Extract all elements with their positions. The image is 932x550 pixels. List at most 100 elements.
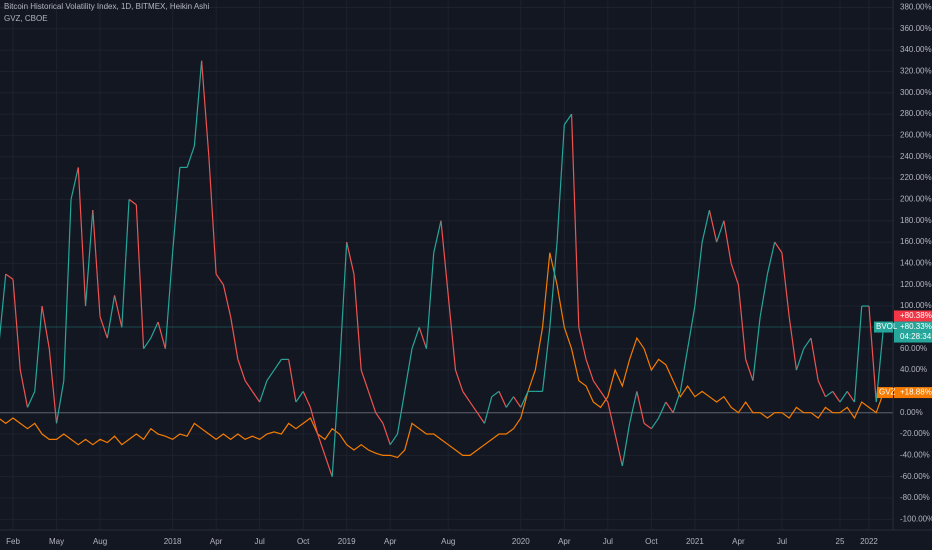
bvol-segment xyxy=(672,391,681,413)
gvz-line xyxy=(0,252,885,459)
bvol-segment xyxy=(788,316,798,371)
bvol-segment xyxy=(730,263,739,285)
y-tick-label: 340.00% xyxy=(900,45,932,54)
bvol-segment xyxy=(353,274,362,371)
x-tick-label: Apr xyxy=(210,537,223,546)
bvol-segment xyxy=(128,198,137,206)
bvol-segment xyxy=(658,401,667,419)
bvol-segment xyxy=(679,348,689,392)
bvol-segment xyxy=(5,273,14,280)
bvol-segment xyxy=(309,407,319,435)
bvol-segment xyxy=(687,305,696,349)
bvol-segment xyxy=(701,209,710,243)
bvol-segment xyxy=(491,390,500,398)
bvol-name: BVOL xyxy=(876,322,898,331)
bvol-segment xyxy=(853,306,863,403)
x-tick-label: 2020 xyxy=(512,537,530,546)
bvol-segment xyxy=(237,359,246,381)
bvol-segment xyxy=(498,391,507,408)
chart-title: Bitcoin Historical Volatility Index, 1D,… xyxy=(4,2,210,11)
bvol-segment xyxy=(346,241,355,275)
y-tick-label: 120.00% xyxy=(900,280,932,289)
bvol-segment xyxy=(201,60,210,157)
bvol-segment xyxy=(113,295,123,328)
bvol-segment xyxy=(375,412,384,424)
bvol-badge xyxy=(894,321,932,343)
bvol-segment xyxy=(382,423,391,445)
gvz-name: GVZ xyxy=(879,388,896,397)
bvol-segment xyxy=(505,396,515,408)
bvol-segment xyxy=(600,391,609,403)
y-tick-label: -100.00% xyxy=(900,514,932,523)
price-badge-label: +80.38% xyxy=(900,311,932,320)
bvol-segment xyxy=(208,156,217,275)
bvol-segment xyxy=(404,348,413,392)
bvol-segment xyxy=(650,417,660,430)
bvol-segment xyxy=(766,241,776,275)
bvol-segment xyxy=(19,369,29,408)
bvol-segment xyxy=(694,242,703,307)
bvol-segment xyxy=(774,241,783,254)
bvol-segment xyxy=(324,455,333,477)
bvol-segment xyxy=(469,401,478,414)
bvol-segment xyxy=(317,433,326,456)
bvol-segment xyxy=(607,401,616,435)
price-badge xyxy=(894,310,932,322)
y-tick-label: 140.00% xyxy=(900,259,932,268)
x-tick-label: 25 xyxy=(836,537,845,546)
bvol-segment xyxy=(556,124,565,243)
bvol-segment xyxy=(389,433,398,446)
bvol-segment xyxy=(48,348,58,424)
y-tick-label: 380.00% xyxy=(900,3,932,12)
bvol-segment xyxy=(737,284,747,360)
chart-subtitle: GVZ, CBOE xyxy=(4,14,48,23)
y-tick-label: 280.00% xyxy=(900,109,932,118)
bvol-segment xyxy=(825,390,834,398)
bvol-segment xyxy=(585,359,594,381)
bvol-segment xyxy=(440,220,449,296)
x-tick-label: Oct xyxy=(645,537,658,546)
bvol-segment xyxy=(26,391,36,408)
y-tick-label: -20.00% xyxy=(900,429,930,438)
bvol-segment xyxy=(759,273,769,317)
bvol-segment xyxy=(483,396,493,424)
bvol-segment xyxy=(447,295,457,371)
bvol-segment xyxy=(63,199,72,381)
gvz-badge-label: +18.88% xyxy=(900,388,932,397)
bvol-segment xyxy=(41,305,50,349)
y-tick-label: 240.00% xyxy=(900,152,932,161)
y-tick-label: 220.00% xyxy=(900,173,932,182)
bvol-segment xyxy=(411,327,420,349)
y-tick-label: 300.00% xyxy=(900,88,932,97)
bvol-segment xyxy=(164,252,174,349)
bvol-segment xyxy=(77,167,87,307)
bvol-segment xyxy=(563,113,573,126)
y-tick-label: 40.00% xyxy=(900,365,927,374)
bvol-segment xyxy=(592,380,602,392)
x-tick-label: Jul xyxy=(255,537,265,546)
bvol-segment xyxy=(84,210,94,307)
bvol-segment xyxy=(92,210,101,317)
bvol-segment xyxy=(302,391,311,408)
bvol-segment xyxy=(462,391,471,403)
bvol-segment xyxy=(745,359,754,381)
y-tick-label: 160.00% xyxy=(900,237,932,246)
bvol-segment xyxy=(230,316,239,360)
x-tick-label: May xyxy=(49,537,64,546)
bvol-segment xyxy=(839,391,848,403)
bvol-segment xyxy=(549,242,558,328)
bvol-segment xyxy=(643,422,652,430)
bvol-segment xyxy=(817,380,827,397)
y-tick-label: 360.00% xyxy=(900,24,932,33)
x-tick-label: Jul xyxy=(777,537,787,546)
x-tick-label: Apr xyxy=(384,537,397,546)
x-tick-label: 2022 xyxy=(860,537,878,546)
bvol-segment xyxy=(273,359,282,371)
bvol-segment xyxy=(143,337,152,350)
bvol-segment xyxy=(629,391,638,424)
bvol-segment xyxy=(614,433,623,467)
bvol-segment xyxy=(215,273,224,286)
bvol-segment xyxy=(186,145,195,168)
bvol-segment xyxy=(832,391,841,403)
